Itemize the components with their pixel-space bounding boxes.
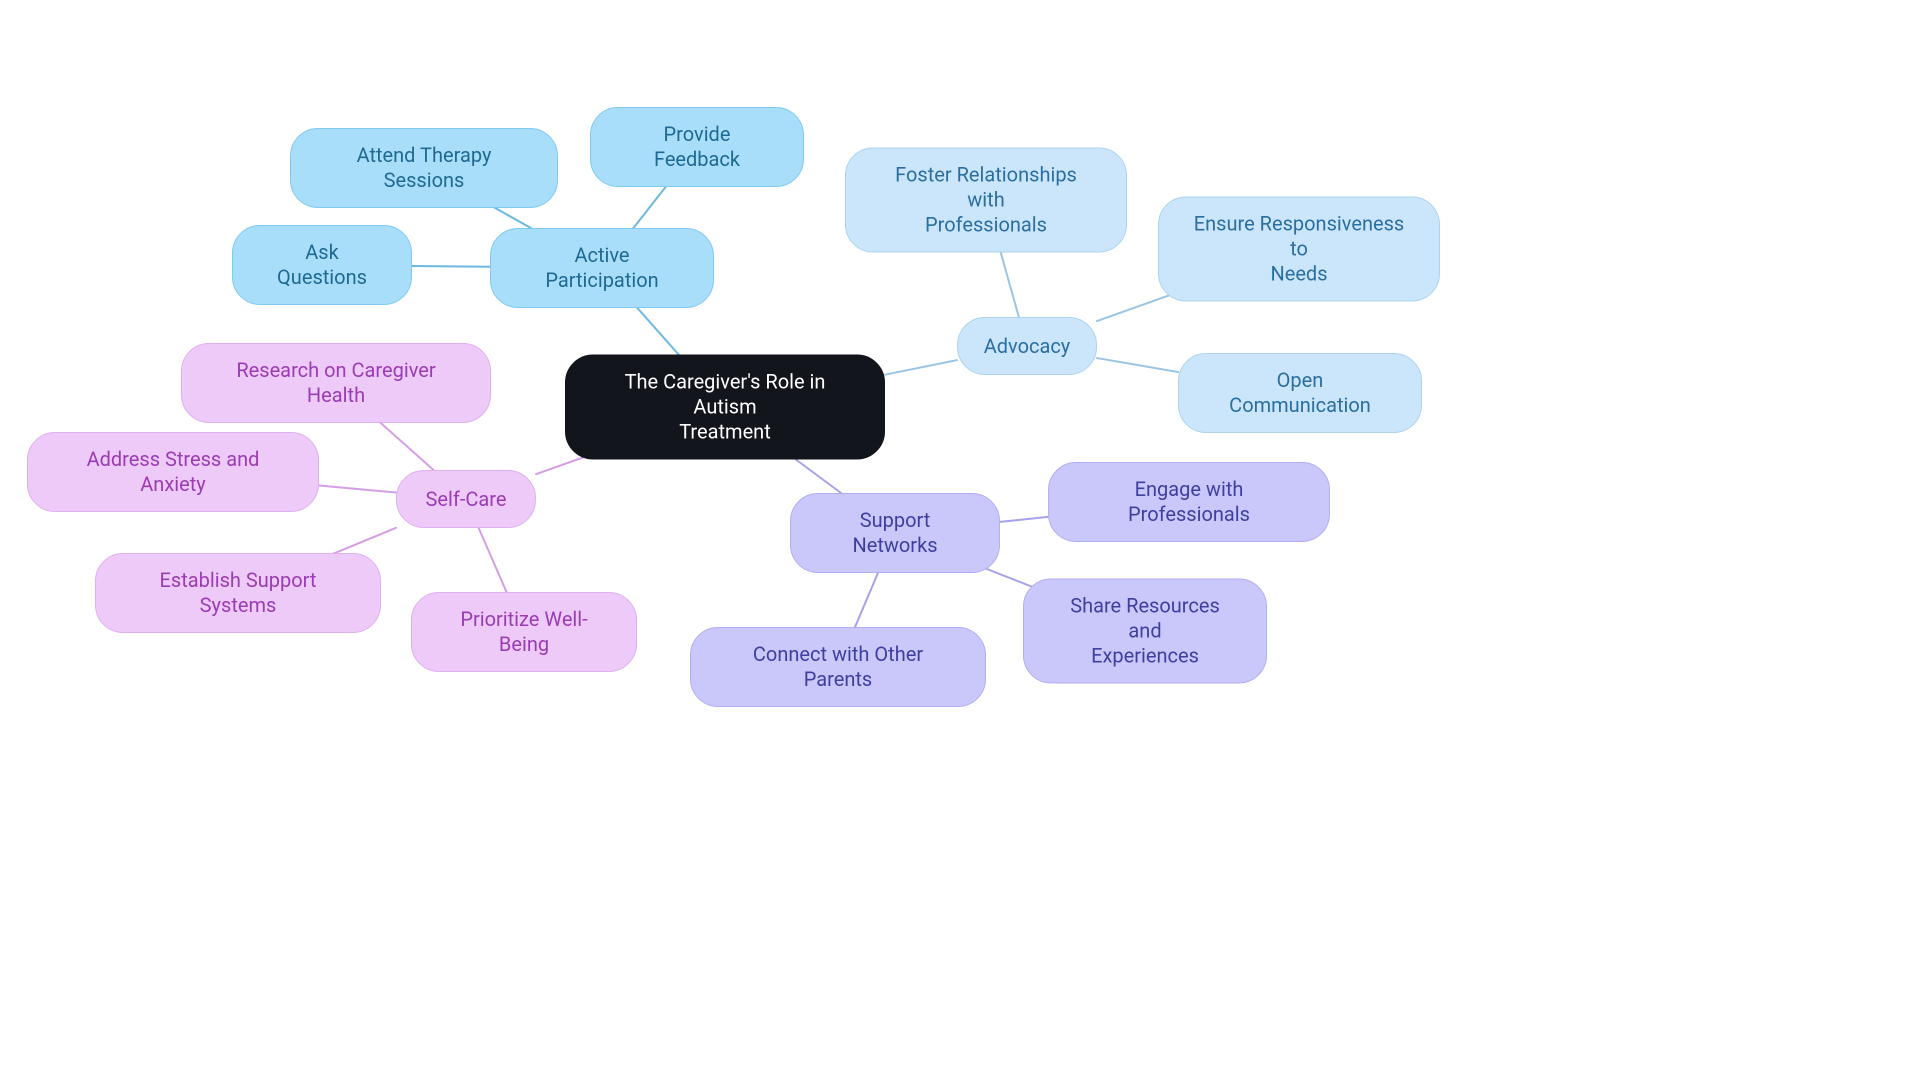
node-label: Engage with Professionals (1077, 477, 1301, 527)
mindmap-canvas: The Caregiver's Role in Autism Treatment… (0, 0, 1920, 1083)
edge (1097, 358, 1178, 372)
node-label: Self-Care (426, 487, 507, 512)
edge (412, 266, 490, 267)
node-label: Connect with Other Parents (719, 642, 957, 692)
edge (1000, 517, 1048, 522)
edge (885, 360, 957, 375)
node-label: Attend Therapy Sessions (319, 143, 529, 193)
node-label: Open Communication (1207, 368, 1393, 418)
node-active: Active Participation (490, 228, 714, 308)
node-advocacy: Advocacy (957, 317, 1097, 375)
node-label: Ask Questions (261, 240, 383, 290)
edge (319, 485, 396, 492)
node-label: Share Resources and Experiences (1052, 594, 1238, 669)
node-selfcare: Self-Care (396, 470, 536, 528)
node-connect: Connect with Other Parents (690, 627, 986, 707)
node-support: Support Networks (790, 493, 1000, 573)
node-attend: Attend Therapy Sessions (290, 128, 558, 208)
node-label: Advocacy (984, 334, 1071, 359)
node-ask: Ask Questions (232, 225, 412, 305)
node-feedback: Provide Feedback (590, 107, 804, 187)
node-label: Prioritize Well-Being (440, 607, 608, 657)
node-label: Foster Relationships with Professionals (874, 163, 1098, 238)
node-prioritize: Prioritize Well-Being (411, 592, 637, 672)
node-label: Establish Support Systems (124, 568, 352, 618)
node-root: The Caregiver's Role in Autism Treatment (565, 355, 885, 460)
node-label: Active Participation (519, 243, 685, 293)
node-establish: Establish Support Systems (95, 553, 381, 633)
node-label: Address Stress and Anxiety (56, 447, 290, 497)
node-share: Share Resources and Experiences (1023, 579, 1267, 684)
node-responsive: Ensure Responsiveness to Needs (1158, 197, 1440, 302)
node-label: Provide Feedback (619, 122, 775, 172)
node-label: The Caregiver's Role in Autism Treatment (594, 370, 856, 445)
node-label: Research on Caregiver Health (210, 358, 462, 408)
node-label: Support Networks (819, 508, 971, 558)
node-foster: Foster Relationships with Professionals (845, 148, 1127, 253)
node-opencomm: Open Communication (1178, 353, 1422, 433)
node-research: Research on Caregiver Health (181, 343, 491, 423)
node-label: Ensure Responsiveness to Needs (1187, 212, 1411, 287)
node-stress: Address Stress and Anxiety (27, 432, 319, 512)
node-engage: Engage with Professionals (1048, 462, 1330, 542)
